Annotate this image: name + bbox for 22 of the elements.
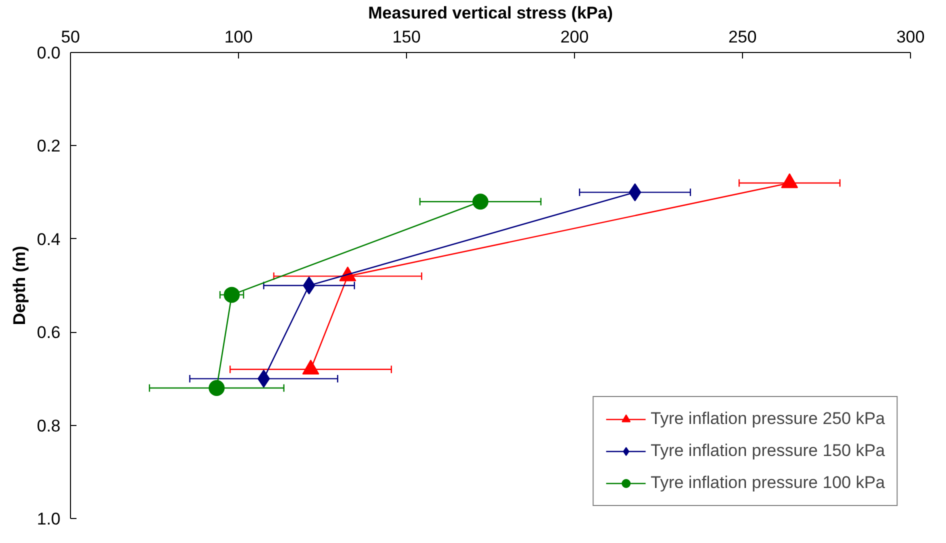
x-tick-label: 200 (560, 28, 589, 46)
y-tick-label: 0.4 (36, 230, 61, 249)
point (208, 380, 225, 396)
legend-label: Tyre inflation pressure 150 kPa (650, 441, 885, 461)
legend-label: Tyre inflation pressure 250 kPa (650, 409, 885, 429)
x-tick-label: 100 (224, 28, 253, 46)
x-axis-title: Measured vertical stress (kPa) (368, 4, 613, 22)
y-tick-label: 1.0 (36, 510, 61, 528)
y-tick-label: 0.8 (36, 416, 61, 436)
legend-label: Tyre inflation pressure 100 kPa (650, 473, 885, 493)
point (472, 194, 488, 210)
point (628, 183, 642, 202)
x-tick-label: 150 (392, 28, 421, 46)
x-tick-label: 300 (896, 28, 925, 46)
point (224, 286, 240, 303)
y-tick-label: 0.2 (36, 136, 61, 156)
y-axis-title: Depth (m) (10, 246, 29, 326)
x-tick-label: 50 (61, 28, 80, 46)
point (302, 276, 316, 294)
y-tick-label: 0.0 (36, 44, 61, 62)
x-tick-label: 250 (728, 28, 757, 46)
y-tick-label: 0.6 (36, 323, 61, 342)
